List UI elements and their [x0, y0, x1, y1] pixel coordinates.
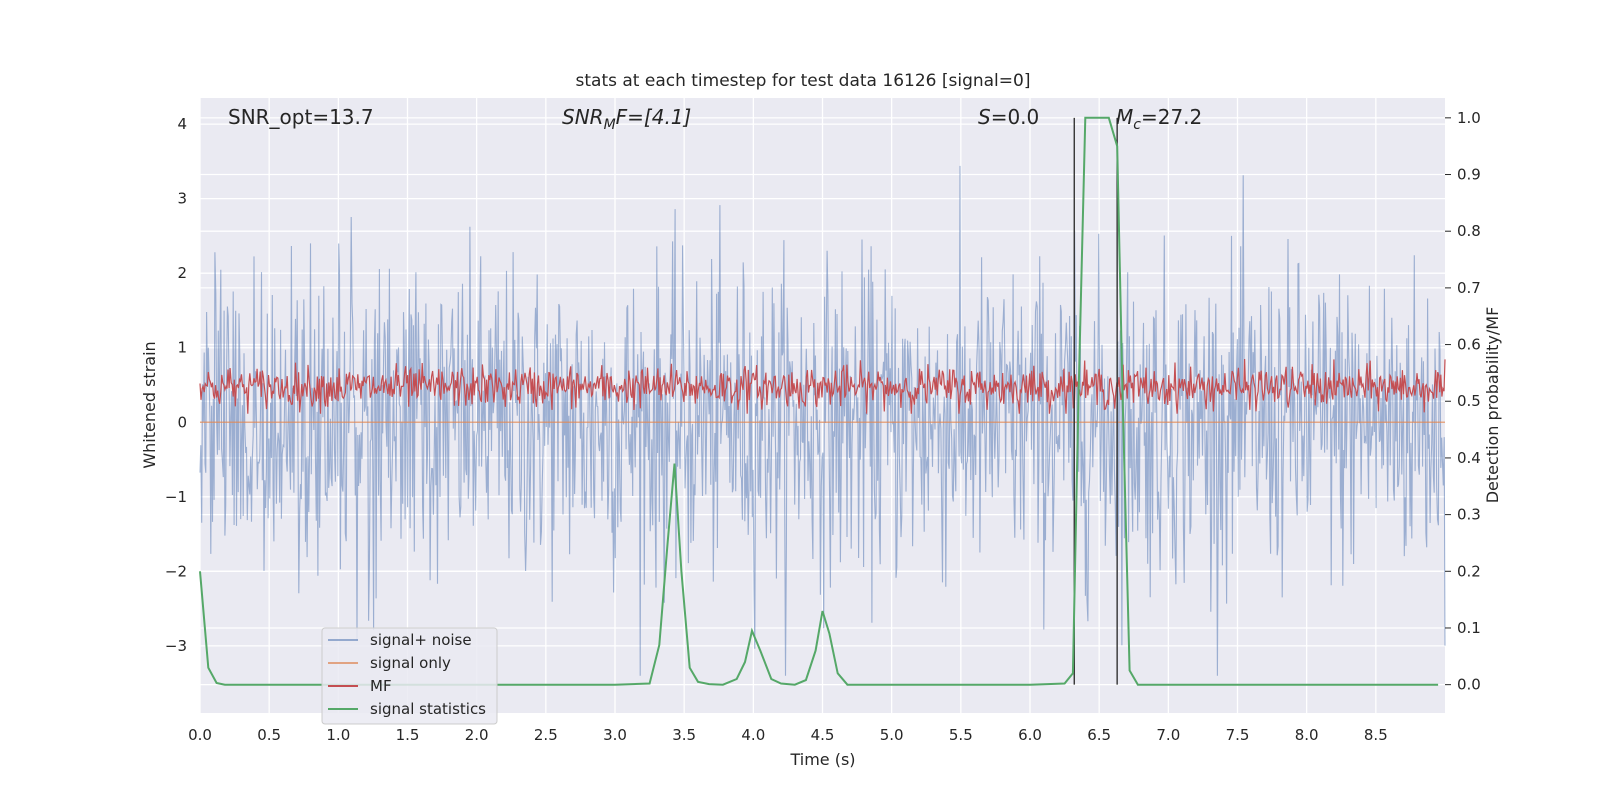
signal-statistics-line	[199, 116, 1439, 686]
y-right-tick-label: 1.0	[1457, 109, 1481, 127]
annotation-snr-mf: SNRMF=[4.1]	[562, 105, 691, 133]
mf-series	[199, 358, 1446, 414]
y-tick-label: 0	[177, 413, 187, 431]
y-right-tick-label: 0.6	[1457, 336, 1481, 354]
y-right-axis-label: Detection probability/MF	[1483, 307, 1502, 504]
legend-label-mf: MF	[370, 677, 392, 695]
x-tick-label: 5.0	[880, 726, 904, 744]
y-right-tick-label: 0.2	[1457, 562, 1481, 580]
y-tick-label: 2	[177, 264, 187, 282]
legend-label-signal-only: signal only	[370, 654, 451, 672]
annotation-snr-opt: SNR_opt=13.7	[228, 105, 374, 129]
legend-label-stats: signal statistics	[370, 700, 486, 718]
x-axis-ticks: 0.0 0.5 1.0 1.5 2.0 2.5 3.0 3.5 4.0 4.5 5.0 5.5 6.0 6…	[188, 726, 1388, 744]
y-tick-label: 3	[177, 190, 187, 208]
y-tick-label: 4	[177, 115, 187, 133]
x-tick-label: 3.0	[603, 726, 627, 744]
y-right-tick-label: 0.5	[1457, 392, 1481, 410]
y-right-tick-label: 0.4	[1457, 449, 1481, 467]
y-right-tick-label: 0.0	[1457, 676, 1481, 694]
x-tick-label: 5.5	[949, 726, 973, 744]
x-tick-label: 8.5	[1364, 726, 1388, 744]
signal-plus-noise-series	[199, 165, 1446, 676]
x-tick-label: 1.0	[326, 726, 350, 744]
x-tick-label: 2.0	[465, 726, 489, 744]
x-tick-label: 3.5	[672, 726, 696, 744]
x-tick-label: 6.0	[1018, 726, 1042, 744]
annotation-mc: Mc=27.2	[1116, 105, 1202, 133]
y-axis-label: Whitened strain	[140, 341, 159, 468]
x-tick-label: 2.5	[534, 726, 558, 744]
x-tick-label: 7.0	[1156, 726, 1180, 744]
annotation-s: S=0.0	[978, 105, 1039, 129]
x-tick-label: 1.5	[396, 726, 420, 744]
y-tick-label: 1	[177, 339, 187, 357]
noise-line	[199, 165, 1446, 676]
chart-title: stats at each timestep for test data 161…	[576, 71, 1031, 91]
x-tick-label: 4.0	[741, 726, 765, 744]
signal-statistics-series	[199, 116, 1439, 686]
x-tick-label: 4.5	[811, 726, 835, 744]
y-right-tick-label: 0.8	[1457, 222, 1481, 240]
x-tick-label: 0.0	[188, 726, 212, 744]
y-tick-label: −1	[165, 488, 187, 506]
mf-line	[199, 358, 1446, 414]
y-right-tick-label: 0.1	[1457, 619, 1481, 637]
y-tick-label: −3	[165, 637, 187, 655]
legend: signal+ noise signal only MF signal stat…	[321, 627, 498, 725]
x-tick-label: 0.5	[257, 726, 281, 744]
legend-label-noise: signal+ noise	[370, 631, 472, 649]
x-tick-label: 8.0	[1295, 726, 1319, 744]
x-tick-label: 7.5	[1226, 726, 1250, 744]
y-right-tick-label: 0.7	[1457, 279, 1481, 297]
y-tick-label: −2	[165, 562, 187, 580]
y-right-tick-label: 0.9	[1457, 166, 1481, 184]
x-axis-label: Time (s)	[789, 750, 855, 769]
y-right-axis-ticks: 1.0 0.9 0.8 0.7 0.6 0.5 0.4 0.3 0.2 0.1 0.0	[1445, 109, 1481, 694]
x-tick-label: 6.5	[1087, 726, 1111, 744]
y-right-tick-label: 0.3	[1457, 506, 1481, 524]
y-axis-ticks: 4 3 2 1 0 −1 −2 −3	[165, 115, 187, 655]
